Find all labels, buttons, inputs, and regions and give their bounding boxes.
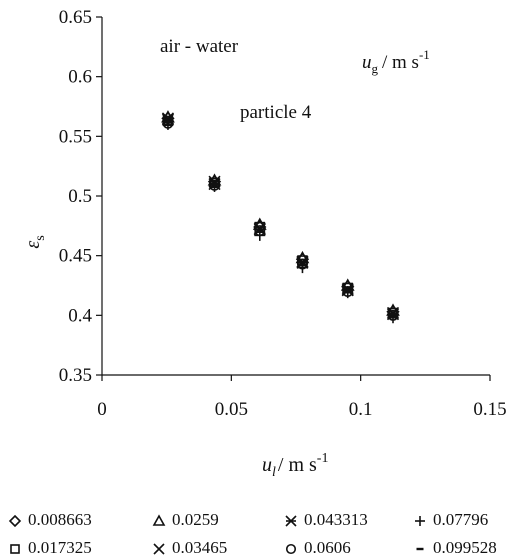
legend-item-circle: 0.0606 [284,538,351,558]
legend-label: 0.017325 [28,538,92,557]
legend-item-triangle: 0.0259 [152,510,219,530]
legend-item-square: 0.017325 [8,538,92,558]
legend-marker-shape [285,544,297,555]
legend-marker-x [153,543,165,555]
y-tick-label: 0.4 [68,305,92,326]
y-axis-label-sub: s [33,235,48,240]
legend-marker-shape [285,515,297,527]
data-points [161,110,400,324]
annotation-system: air - water [160,36,239,57]
legend-label: 0.03465 [172,538,228,557]
y-tick-label: 0.5 [68,186,92,207]
legend-item-plus: 0.07796 [413,510,488,530]
legend-marker-circle [285,544,297,555]
legend-marker-plus [415,516,425,527]
x-axis-label-main: u [262,454,272,476]
legend-marker-triangle [152,514,166,526]
x-tick-label: 0.1 [349,399,373,420]
x-ticks: 0 0.05 0.1 0.15 [97,375,507,420]
y-axis-label-main: ε [22,241,44,249]
legend-label: 0.008663 [28,510,92,529]
legend-marker-asterisk [285,515,297,527]
series-square [162,115,399,319]
legend-item-x: 0.03465 [152,538,227,558]
legend-label: 0.0259 [172,510,219,529]
legend-marker-shape [153,543,165,555]
data-point-plus [162,118,174,130]
x-tick-label: 0.15 [473,399,506,420]
legend-title: ug / m s-1 [362,47,430,76]
x-tick-label: 0 [97,399,107,420]
axes [101,17,490,376]
x-axis-label-unit: / m s [278,454,317,476]
annotation-particle: particle 4 [240,102,312,123]
series-x [161,113,400,320]
legend-marker-dash [416,547,424,551]
x-axis-label-exp: -1 [317,451,329,466]
y-axis-label: εs [22,235,48,248]
legend-marker-shape [8,514,22,528]
legend-label: 0.043313 [304,510,368,529]
series-diamond [161,111,400,319]
data-point-plus [342,287,354,299]
y-ticks: 0.35 0.4 0.45 0.5 0.55 0.6 0.65 [59,7,102,386]
y-tick-label: 0.35 [59,365,92,386]
legend-item-diamond: 0.008663 [8,510,92,530]
legend-marker-shape [415,516,425,527]
legend-marker-shape [152,514,166,526]
y-tick-label: 0.65 [59,7,92,28]
series-dash [164,120,397,316]
legend-item-dash: 0.099528 [413,538,497,558]
scatter-chart: 0.35 0.4 0.45 0.5 0.55 0.6 0.65 0 0.05 0.1 0.15 a… [22,7,507,480]
legend-title-unit: / m s [382,52,419,73]
y-tick-label: 0.6 [68,67,92,88]
legend-title-main: u [362,52,372,73]
legend-marker-shape [10,544,20,554]
series-circle [162,117,399,321]
x-tick-label: 0.05 [215,399,248,420]
legend-title-exp: -1 [419,47,430,62]
x-axis-label-sub: l [272,465,276,480]
legend-item-asterisk: 0.043313 [284,510,368,530]
series-asterisk [161,112,400,321]
data-point-plus [296,262,308,274]
series-triangle [161,110,400,316]
legend-label: 0.0606 [304,538,351,557]
y-tick-label: 0.45 [59,246,92,267]
data-point-plus [209,180,221,192]
legend-label: 0.07796 [433,510,489,529]
series-plus [162,118,399,324]
legend-title-sub: g [372,61,379,76]
legend-marker-diamond [8,514,22,528]
x-axis-label: ul / m s-1 [262,451,328,480]
y-tick-label: 0.55 [59,126,92,147]
legend-marker-square [10,544,20,554]
legend-label: 0.099528 [433,538,497,557]
